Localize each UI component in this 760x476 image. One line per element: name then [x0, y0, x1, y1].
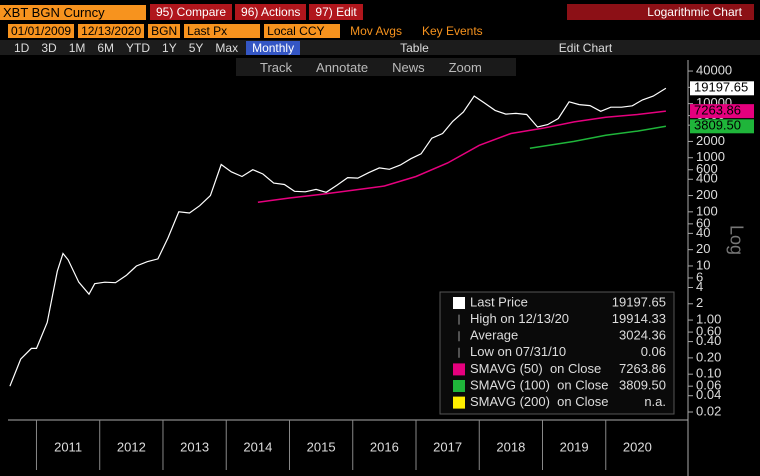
legend-label: Low on 07/31/10: [470, 344, 566, 359]
periods: 1D 3D 1M 6M YTD 1Y 5Y Max: [14, 41, 238, 55]
y-tick-label: 0.40: [696, 333, 721, 348]
legend-box: [439, 291, 675, 415]
legend-label: Average: [470, 328, 518, 343]
y-tick-label: 6: [696, 269, 703, 284]
y-axis-label: Log: [726, 225, 746, 255]
legend-label: Last Price: [470, 294, 528, 309]
period-button[interactable]: 5Y: [188, 40, 204, 55]
end-date[interactable]: 12/13/2020: [78, 24, 145, 38]
legend-value: 19914.33: [612, 311, 666, 326]
key-events[interactable]: Key Events: [421, 24, 483, 38]
chart-kind: Logarithmic Chart: [567, 4, 754, 20]
x-tick-label: 2012: [117, 439, 146, 454]
y-tick-label: 0.04: [696, 387, 721, 402]
frequency[interactable]: Monthly: [246, 40, 301, 55]
last-value-badge: [690, 119, 754, 134]
y-tick-label: 10: [696, 257, 710, 272]
y-tick-label: 100: [696, 203, 718, 218]
x-tick-label: 2017: [433, 439, 462, 454]
y-tick-label: 0.06: [696, 378, 721, 393]
x-tick-label: 2018: [496, 439, 525, 454]
table-button[interactable]: Table: [400, 40, 429, 55]
menu-button[interactable]: 96) Actions: [235, 4, 307, 20]
x-tick-label: 2011: [54, 439, 82, 454]
tool-button[interactable]: Zoom: [448, 59, 482, 75]
tool-button[interactable]: Track: [260, 59, 293, 75]
y-tick-label: 20: [696, 241, 710, 256]
y-tick-label: 0.10: [696, 366, 721, 381]
mov-avgs[interactable]: Mov Avgs: [350, 24, 402, 38]
legend-label: SMAVG (200) on Close: [470, 394, 608, 409]
tool-button[interactable]: Annotate: [316, 59, 369, 75]
legend-value: 7263.86: [619, 361, 666, 376]
last-value-badge: [690, 104, 754, 119]
y-tick-label: 0.60: [696, 324, 721, 339]
y-tick-label: 600: [696, 161, 718, 176]
tool-button[interactable]: News: [392, 59, 425, 75]
period-button[interactable]: 1M: [68, 40, 86, 55]
period-button[interactable]: YTD: [126, 40, 151, 55]
title-bar: XBT BGN Curncy 95) Compare 96) Actions 9…: [0, 2, 760, 22]
x-tick-label: 2020: [623, 439, 652, 454]
period-button[interactable]: Max: [215, 40, 239, 55]
x-tick-label: 2013: [180, 439, 209, 454]
period-button[interactable]: 1Y: [162, 40, 177, 55]
legend-swatch: [453, 396, 465, 409]
legend-swatch: [453, 380, 465, 392]
last-value-badge: [690, 81, 754, 96]
legend-label: High on 12/13/20: [470, 311, 569, 326]
start-date[interactable]: 01/01/2009: [8, 24, 75, 38]
y-tick-label: 40: [696, 225, 710, 240]
series-line: [257, 110, 666, 204]
field[interactable]: Last Px: [184, 24, 261, 38]
y-tick-label: 0.20: [696, 349, 721, 364]
legend-value: 19197.65: [612, 294, 666, 309]
currency[interactable]: Local CCY: [264, 24, 341, 38]
period-button[interactable]: 6M: [97, 40, 115, 55]
y-tick-label: 400: [696, 171, 718, 186]
legend-label: SMAVG (50) on Close: [470, 361, 601, 376]
menu-button[interactable]: 95) Compare: [150, 4, 233, 20]
y-tick-label: 2000: [696, 133, 725, 148]
y-tick-label: 60: [696, 215, 710, 230]
last-value-label: 7263.86: [694, 103, 741, 118]
series-line: [529, 125, 667, 149]
x-tick-label: 2019: [560, 439, 589, 454]
legend-value: n.a.: [644, 394, 666, 409]
period-button[interactable]: 1D: [14, 40, 30, 55]
settings-bar: 01/01/2009 12/13/2020 BGN Last Px Local …: [0, 23, 760, 39]
legend-value: 3809.50: [619, 377, 666, 392]
y-tick-label: 1.00: [696, 312, 721, 327]
menu-button[interactable]: 97) Edit: [309, 4, 363, 20]
x-tick-label: 2016: [370, 439, 399, 454]
x-tick-label: 2014: [243, 439, 272, 454]
last-value-label: 19197.65: [694, 80, 748, 95]
y-tick-label: 1000: [696, 149, 725, 164]
edit-chart[interactable]: Edit Chart: [558, 40, 613, 55]
tool-bar: Track Annotate News Zoom: [236, 58, 516, 76]
legend-value: 0.06: [641, 344, 666, 359]
y-tick-label: 4: [696, 279, 703, 294]
security-field[interactable]: XBT BGN Curncy: [0, 4, 146, 20]
legend-label: SMAVG (100) on Close: [470, 377, 608, 392]
period-button[interactable]: 3D: [41, 40, 57, 55]
legend-value: 3024.36: [619, 328, 666, 343]
last-value-label: 3809.50: [694, 118, 741, 133]
legend-swatch: [453, 297, 465, 309]
series-line: [9, 87, 667, 387]
period-bar: 1D 3D 1M 6M YTD 1Y 5Y Max Monthly Table Edit Ch…: [0, 40, 760, 55]
y-tick-label: 40000: [696, 62, 732, 77]
source[interactable]: BGN: [148, 24, 181, 38]
y-tick-label: 0.02: [696, 403, 721, 418]
legend-swatch: [453, 363, 465, 376]
y-tick-label: 2: [696, 295, 703, 310]
y-tick-label: 200: [696, 187, 718, 202]
x-tick-label: 2015: [307, 439, 336, 454]
